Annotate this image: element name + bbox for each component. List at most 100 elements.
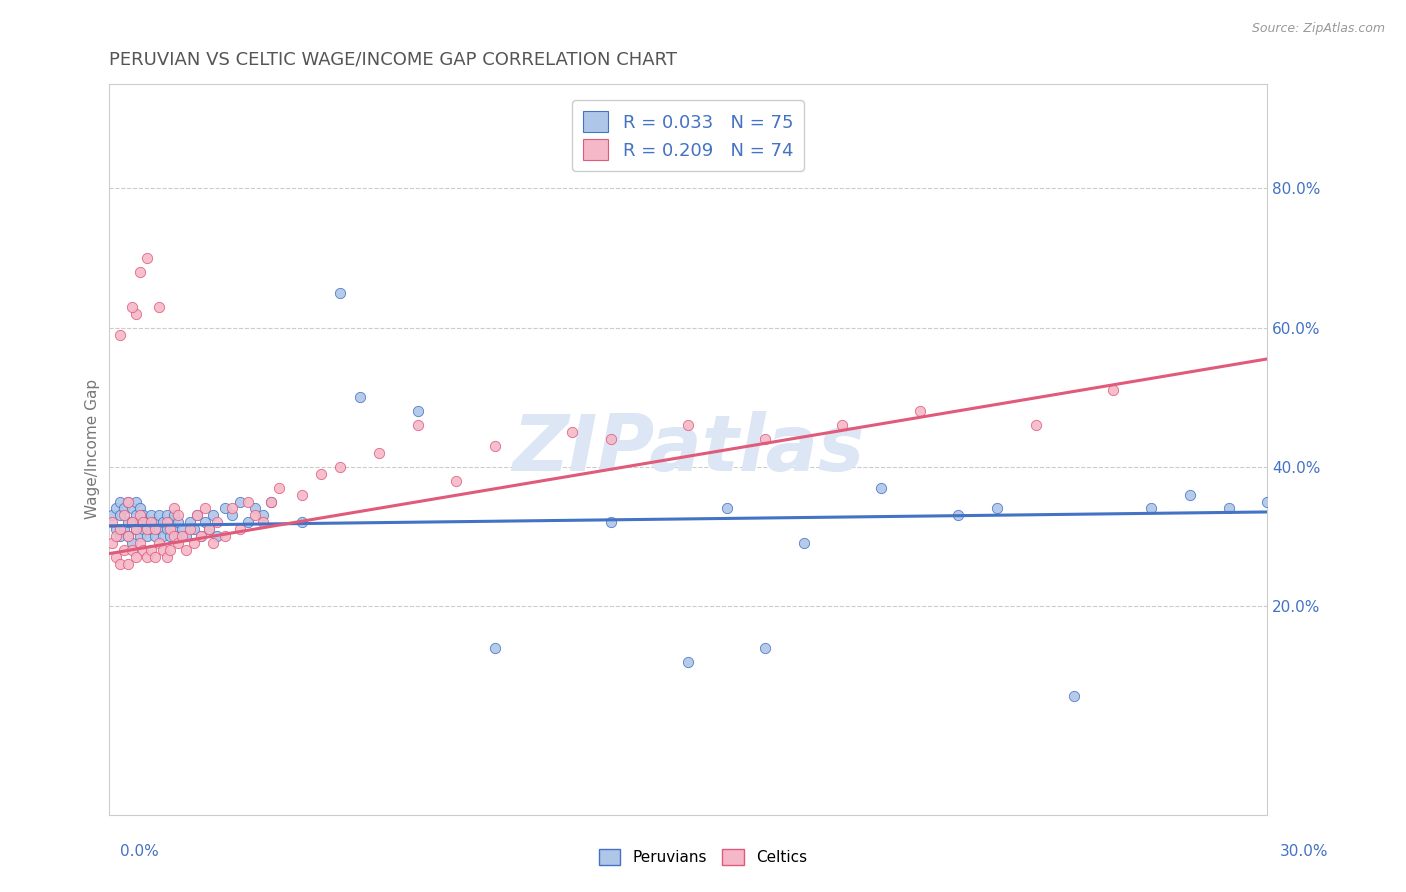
- Point: [198, 522, 221, 536]
- Point: [101, 536, 124, 550]
- Point: [155, 522, 177, 536]
- Point: [245, 501, 267, 516]
- Point: [117, 494, 139, 508]
- Point: [252, 516, 274, 530]
- Point: [128, 536, 150, 550]
- Point: [143, 516, 166, 530]
- Point: [152, 543, 174, 558]
- Point: [1101, 383, 1123, 397]
- Point: [121, 501, 143, 516]
- Point: [105, 550, 128, 565]
- Point: [139, 522, 162, 536]
- Point: [194, 501, 217, 516]
- Point: [349, 390, 371, 404]
- Point: [159, 529, 181, 543]
- Point: [599, 432, 621, 446]
- Point: [444, 474, 467, 488]
- Point: [124, 494, 146, 508]
- Point: [221, 508, 243, 523]
- Point: [124, 307, 146, 321]
- Point: [908, 404, 931, 418]
- Point: [143, 529, 166, 543]
- Point: [117, 494, 139, 508]
- Point: [132, 543, 155, 558]
- Point: [148, 522, 170, 536]
- Point: [831, 417, 853, 432]
- Point: [155, 550, 177, 565]
- Point: [190, 529, 212, 543]
- Point: [112, 508, 135, 523]
- Point: [170, 522, 193, 536]
- Point: [1256, 494, 1278, 508]
- Point: [870, 481, 893, 495]
- Point: [132, 522, 155, 536]
- Point: [112, 522, 135, 536]
- Point: [267, 481, 290, 495]
- Point: [159, 516, 181, 530]
- Legend: Peruvians, Celtics: Peruvians, Celtics: [593, 843, 813, 871]
- Point: [309, 467, 332, 481]
- Point: [174, 529, 197, 543]
- Point: [167, 529, 190, 543]
- Point: [183, 536, 205, 550]
- Point: [110, 327, 132, 342]
- Point: [716, 501, 738, 516]
- Point: [163, 501, 186, 516]
- Point: [163, 508, 186, 523]
- Point: [260, 494, 283, 508]
- Point: [152, 529, 174, 543]
- Point: [754, 432, 776, 446]
- Point: [1140, 501, 1163, 516]
- Point: [221, 501, 243, 516]
- Point: [1178, 487, 1201, 501]
- Point: [132, 508, 155, 523]
- Point: [599, 516, 621, 530]
- Point: [214, 529, 236, 543]
- Point: [117, 529, 139, 543]
- Point: [260, 494, 283, 508]
- Point: [143, 522, 166, 536]
- Point: [167, 508, 190, 523]
- Y-axis label: Wage/Income Gap: Wage/Income Gap: [86, 379, 100, 519]
- Point: [484, 640, 506, 655]
- Point: [229, 494, 252, 508]
- Point: [136, 550, 159, 565]
- Point: [128, 529, 150, 543]
- Point: [194, 516, 217, 530]
- Text: 0.0%: 0.0%: [120, 845, 159, 859]
- Point: [139, 516, 162, 530]
- Point: [101, 508, 124, 523]
- Point: [105, 501, 128, 516]
- Point: [136, 251, 159, 265]
- Point: [148, 300, 170, 314]
- Point: [236, 494, 259, 508]
- Point: [214, 501, 236, 516]
- Point: [986, 501, 1008, 516]
- Point: [1025, 417, 1047, 432]
- Point: [205, 516, 228, 530]
- Point: [136, 529, 159, 543]
- Point: [110, 522, 132, 536]
- Point: [155, 516, 177, 530]
- Point: [105, 529, 128, 543]
- Point: [152, 516, 174, 530]
- Point: [561, 425, 583, 439]
- Point: [245, 508, 267, 523]
- Point: [110, 529, 132, 543]
- Point: [793, 536, 815, 550]
- Point: [676, 417, 699, 432]
- Point: [406, 417, 429, 432]
- Point: [406, 404, 429, 418]
- Point: [174, 543, 197, 558]
- Point: [252, 508, 274, 523]
- Point: [179, 522, 201, 536]
- Point: [329, 285, 352, 300]
- Point: [236, 516, 259, 530]
- Point: [117, 557, 139, 571]
- Point: [124, 550, 146, 565]
- Point: [368, 446, 391, 460]
- Point: [159, 543, 181, 558]
- Point: [110, 508, 132, 523]
- Point: [291, 487, 314, 501]
- Text: Source: ZipAtlas.com: Source: ZipAtlas.com: [1251, 22, 1385, 36]
